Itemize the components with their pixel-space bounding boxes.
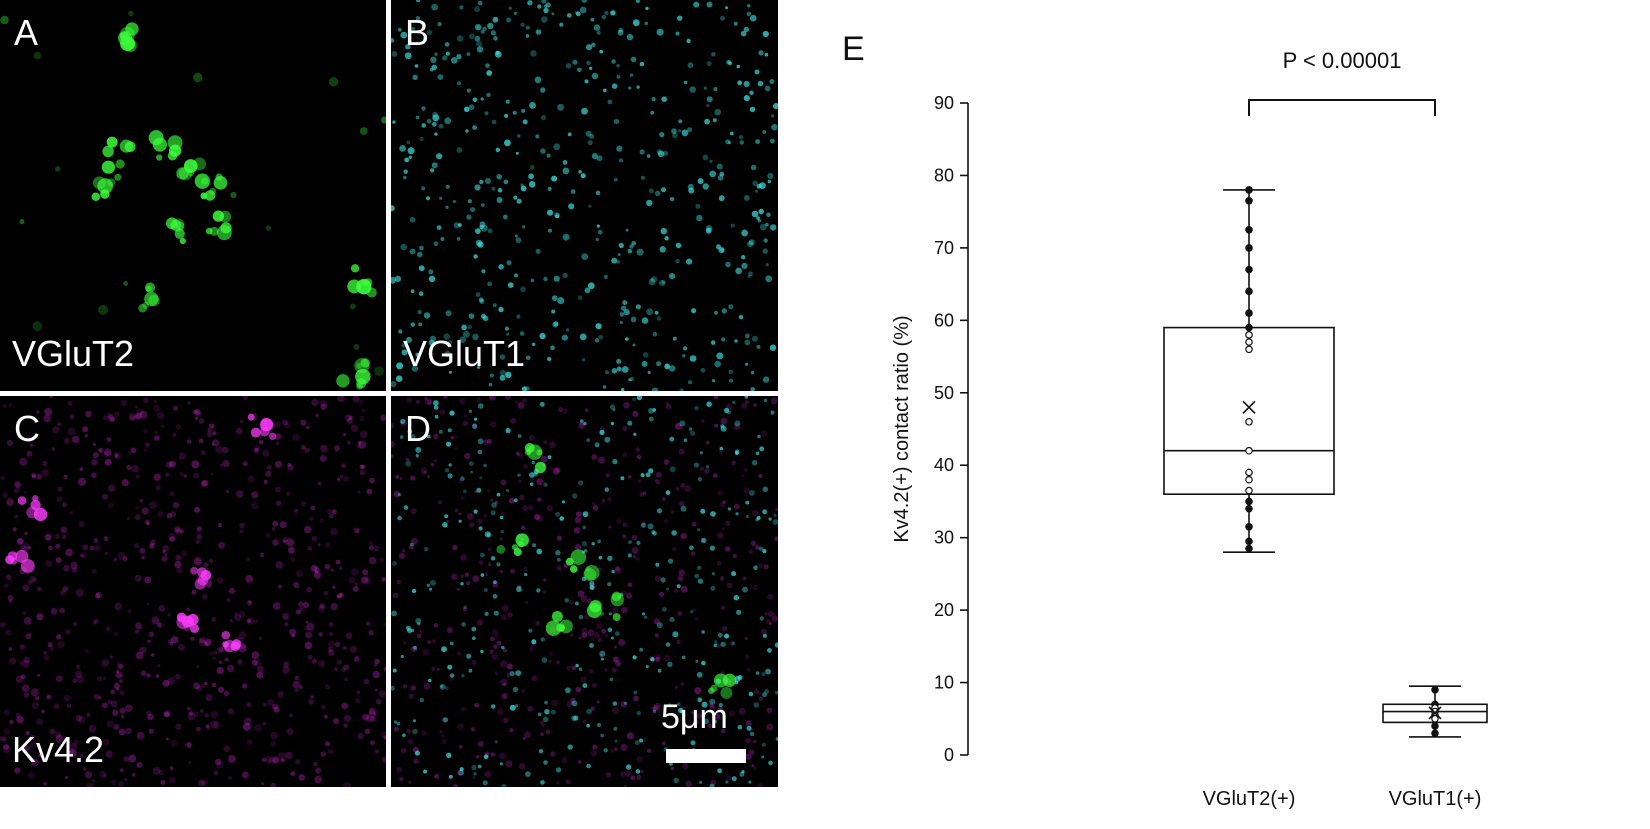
data-point [1245,446,1253,455]
y-tick-label: 90 [934,93,954,113]
panel-letter-d: D [405,408,431,449]
data-point [1245,225,1253,234]
data-point [1245,287,1253,296]
micrograph-panel-c: C Kv4.2 [0,396,386,787]
data-point [1245,417,1253,426]
data-point [1245,468,1253,477]
y-axis-label: Kv4.2(+) contact ratio (%) [891,315,913,542]
micrograph-texture-b [391,0,778,391]
panel-letter-b: B [405,12,430,53]
micrograph-panel-d: D 5μm [391,396,778,787]
data-point [1245,486,1253,495]
y-tick-label: 40 [934,455,954,475]
micrograph-texture-d [391,396,778,787]
y-tick-label: 30 [934,528,954,548]
micrograph-texture-a [0,10,386,390]
data-point [1245,309,1253,317]
data-point [1245,475,1253,484]
significance-label: P < 0.00001 [1283,48,1402,73]
micrograph-panel-b: B VGluT1 [391,0,778,391]
box-1 [1163,186,1335,553]
data-point [1245,504,1253,513]
data-point [1245,244,1253,252]
y-tick-label: 0 [944,745,954,765]
panel-letter-c: C [14,408,40,449]
data-point [1431,722,1439,730]
y-tick-label: 50 [934,383,954,403]
marker-label-kv42: Kv4.2 [12,729,105,770]
x-category-label: VGluT2(+) [1203,788,1296,810]
data-point [1245,331,1253,339]
marker-label-vglut1: VGluT1 [403,333,526,374]
data-point [1245,338,1253,346]
data-point [1245,544,1253,553]
box-2 [1382,685,1488,738]
micrograph-panel-a: A VGluT2 [0,0,386,391]
significance-bracket [1248,99,1436,116]
data-point [1245,186,1253,194]
data-point [1245,265,1253,274]
data-point [1245,323,1253,332]
marker-label-vglut2: VGluT2 [12,333,135,374]
panel-letter-a: A [14,12,39,53]
data-point [1245,522,1253,531]
panel-letter-e: E [842,30,865,68]
data-point [1245,497,1253,506]
y-tick-label: 10 [934,673,954,693]
mean-marker [1428,706,1442,720]
scale-bar [666,749,746,763]
y-tick-label: 20 [934,600,954,620]
data-point [1431,714,1439,723]
scale-bar-label: 5μm [661,698,728,736]
box-iqr [1163,326,1335,496]
data-point [1245,537,1253,546]
data-point [1431,685,1439,694]
y-tick-label: 70 [934,238,954,258]
data-point [1245,345,1253,354]
data-point [1431,729,1439,738]
mean-marker [1242,400,1256,414]
data-point [1245,197,1253,205]
y-tick-label: 60 [934,310,954,330]
y-tick-label: 80 [934,165,954,185]
x-category-label: VGluT1(+) [1389,788,1482,810]
micrograph-texture-c [0,396,386,787]
